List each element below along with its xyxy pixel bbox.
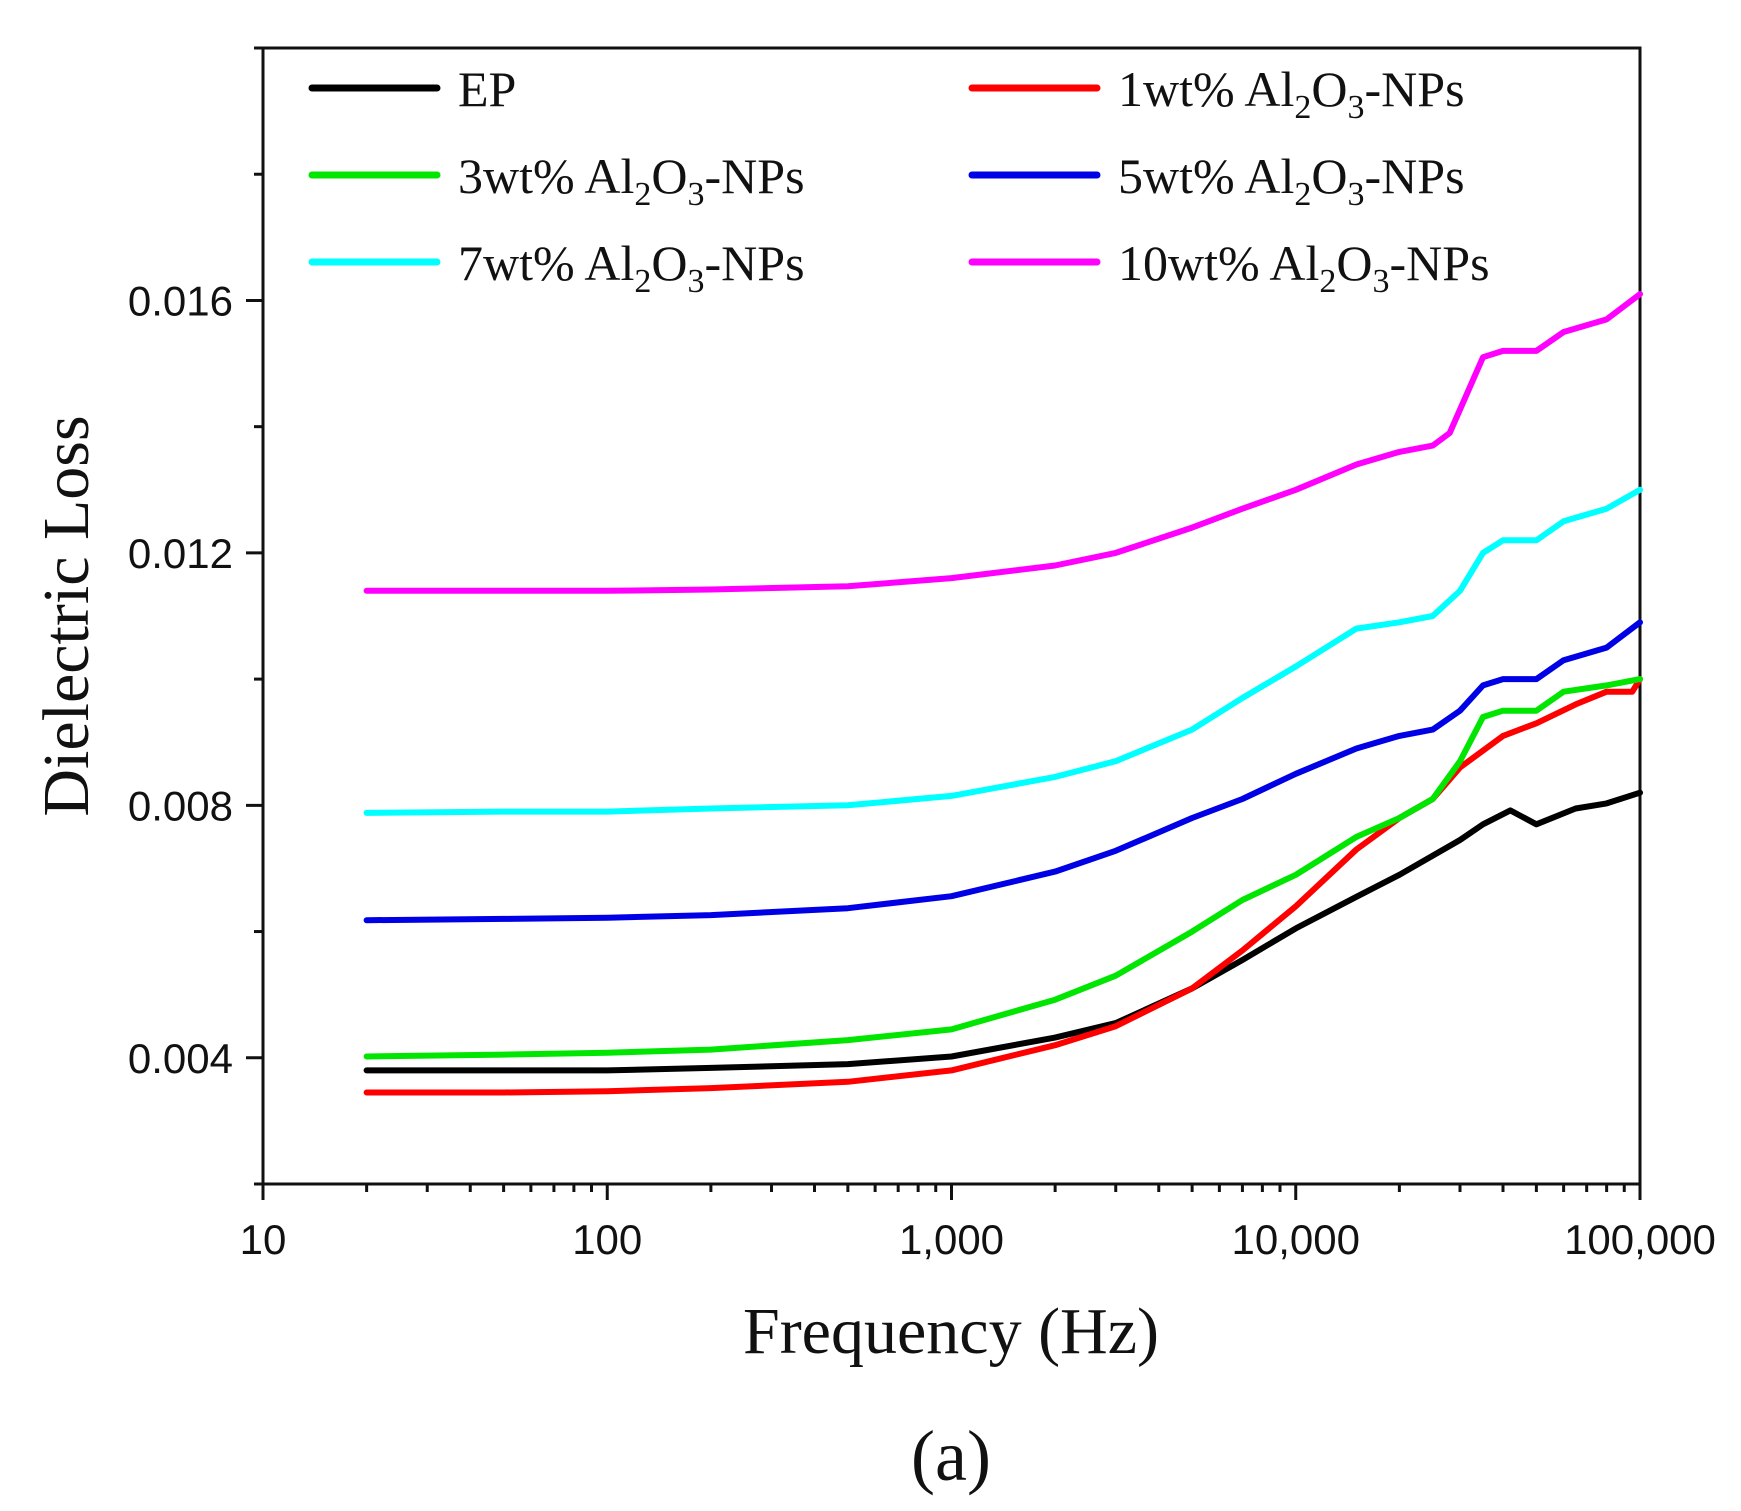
legend-label-label-sub2: 3 (1348, 89, 1365, 126)
legend-label-label-tail: -NPs (1365, 61, 1465, 117)
plot-area (261, 46, 1643, 1186)
x-tick-label: 10 (240, 1216, 287, 1263)
panel-label: (a) (911, 1416, 991, 1496)
y-axis: 0.004 0.008 0.012 0.016 (128, 46, 263, 1186)
legend-label-label-sub: 2 (634, 176, 651, 213)
series-group (363, 291, 1643, 1096)
y-tick-label: 0.004 (128, 1035, 233, 1082)
series-line-2 (363, 676, 1643, 1060)
x-tick-label: 1,000 (899, 1216, 1004, 1263)
legend-label-label-tail: -NPs (1390, 235, 1490, 291)
legend-label-label-main: 1wt% Al (1118, 61, 1294, 117)
y-tick-label: 0.016 (128, 277, 233, 324)
legend-item-3: 5wt% Al2O3-NPs (968, 148, 1465, 213)
legend-label-label-mid: O (1311, 61, 1347, 117)
legend-label-label-tail: -NPs (1365, 148, 1465, 204)
legend-label-label-tail: -NPs (705, 148, 805, 204)
legend-item-4: 7wt% Al2O3-NPs (308, 235, 805, 300)
legend-label: 10wt% Al2O3-NPs (1118, 235, 1490, 300)
x-tick-label: 100,000 (1564, 1216, 1716, 1263)
legend-label: 1wt% Al2O3-NPs (1118, 61, 1465, 126)
legend-label-label-tail: -NPs (705, 235, 805, 291)
series-line-5 (363, 291, 1643, 594)
y-tick-label: 0.008 (128, 782, 233, 829)
legend-label-label-mid: O (651, 148, 687, 204)
y-axis-title: Dielectric Loss (30, 415, 103, 816)
legend-item-1: 1wt% Al2O3-NPs (968, 61, 1465, 126)
legend-label-label-main: 5wt% Al (1118, 148, 1294, 204)
legend-item-2: 3wt% Al2O3-NPs (308, 148, 805, 213)
x-tick-label: 10,000 (1232, 1216, 1360, 1263)
legend-label-label-main: 3wt% Al (458, 148, 634, 204)
legend-label-label-mid: O (1336, 235, 1372, 291)
legend-label: 3wt% Al2O3-NPs (458, 148, 805, 213)
x-axis-title: Frequency (Hz) (743, 1295, 1159, 1368)
legend-label-label-sub: 2 (1294, 89, 1311, 126)
legend-label-label-sub2: 3 (1348, 176, 1365, 213)
series-line-3 (363, 619, 1643, 924)
legend-label-label-main: EP (458, 61, 516, 117)
y-tick-label: 0.012 (128, 530, 233, 577)
legend-label-label-sub: 2 (634, 263, 651, 300)
legend-label-label-sub: 2 (1319, 263, 1336, 300)
series-line-1 (363, 676, 1643, 1096)
legend-label-label-sub: 2 (1294, 176, 1311, 213)
legend-item-5: 10wt% Al2O3-NPs (968, 235, 1490, 300)
legend-label-label-mid: O (1311, 148, 1347, 204)
legend-label: 7wt% Al2O3-NPs (458, 235, 805, 300)
legend-label: 5wt% Al2O3-NPs (1118, 148, 1465, 213)
x-axis: 10 100 1,000 10,000 100,000 (240, 1184, 1716, 1263)
legend-label-label-mid: O (651, 235, 687, 291)
legend-label-label-sub2: 3 (688, 176, 705, 213)
legend-item-0: EP (308, 61, 516, 117)
series-line-4 (363, 486, 1643, 816)
x-tick-label: 100 (572, 1216, 642, 1263)
legend-label-label-sub2: 3 (1373, 263, 1390, 300)
legend-label-label-main: 10wt% Al (1118, 235, 1319, 291)
legend-label-label-main: 7wt% Al (458, 235, 634, 291)
legend-label: EP (458, 61, 516, 117)
legend-label-label-sub2: 3 (688, 263, 705, 300)
series-line-0 (363, 789, 1643, 1074)
